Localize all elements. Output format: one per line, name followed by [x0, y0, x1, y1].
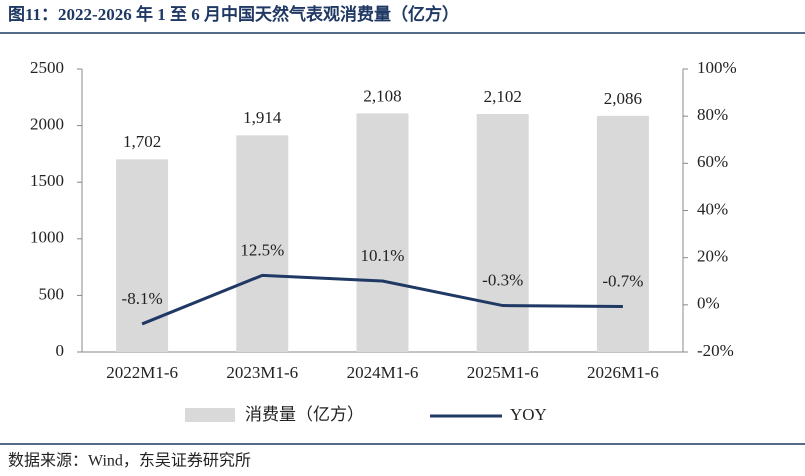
bar	[476, 114, 529, 353]
legend-swatch	[185, 408, 235, 422]
line	[141, 273, 623, 326]
y-tick-label: 500	[39, 284, 65, 303]
line-value-label: 10.1%	[361, 246, 405, 265]
y2-tick-label: 20%	[697, 247, 728, 266]
y-tick-label: 2000	[30, 115, 64, 134]
x-tick-label: 2024M1-6	[347, 363, 419, 382]
y-tick-label: 1000	[30, 228, 64, 247]
bar-value-label: 2,108	[363, 86, 401, 105]
bar-value-label: 1,914	[243, 108, 282, 127]
bar-value-label: 1,702	[123, 132, 161, 151]
bar	[116, 159, 169, 352]
y-tick-label: 2500	[30, 58, 64, 77]
y2-tick-label: 0%	[697, 294, 720, 313]
bar	[596, 115, 649, 352]
source: 数据来源：Wind，东吴证券研究所	[8, 452, 251, 470]
y-tick-label: 1500	[30, 171, 64, 190]
x-tick-label: 2023M1-6	[226, 363, 298, 382]
bar	[236, 135, 289, 352]
y2-tick-label: 80%	[697, 105, 728, 124]
y-tick-label: 0	[56, 341, 65, 360]
x-tick-label: 2025M1-6	[467, 363, 539, 382]
x-tick-label: 2022M1-6	[106, 363, 178, 382]
chart-title: 图11：2022-2026 年 1 至 6 月中国天然气表观消费量（亿方）	[8, 4, 459, 24]
line-value-label: -0.3%	[482, 270, 523, 289]
y2-tick-label: 100%	[697, 58, 737, 77]
bar	[356, 113, 409, 353]
line-value-label: -8.1%	[122, 289, 163, 308]
y2-tick-label: 40%	[697, 199, 728, 218]
line-value-label: 12.5%	[240, 240, 284, 259]
y2-tick-label: 60%	[697, 152, 728, 171]
x-tick-label: 2026M1-6	[587, 363, 659, 382]
bar-value-label: 2,086	[604, 89, 642, 108]
line-value-label: -0.7%	[602, 271, 643, 290]
y2-tick-label: -20%	[697, 341, 734, 360]
legend-label: YOY	[510, 405, 547, 424]
bar-value-label: 2,102	[484, 87, 522, 106]
legend-label: 消费量（亿方）	[245, 405, 364, 424]
